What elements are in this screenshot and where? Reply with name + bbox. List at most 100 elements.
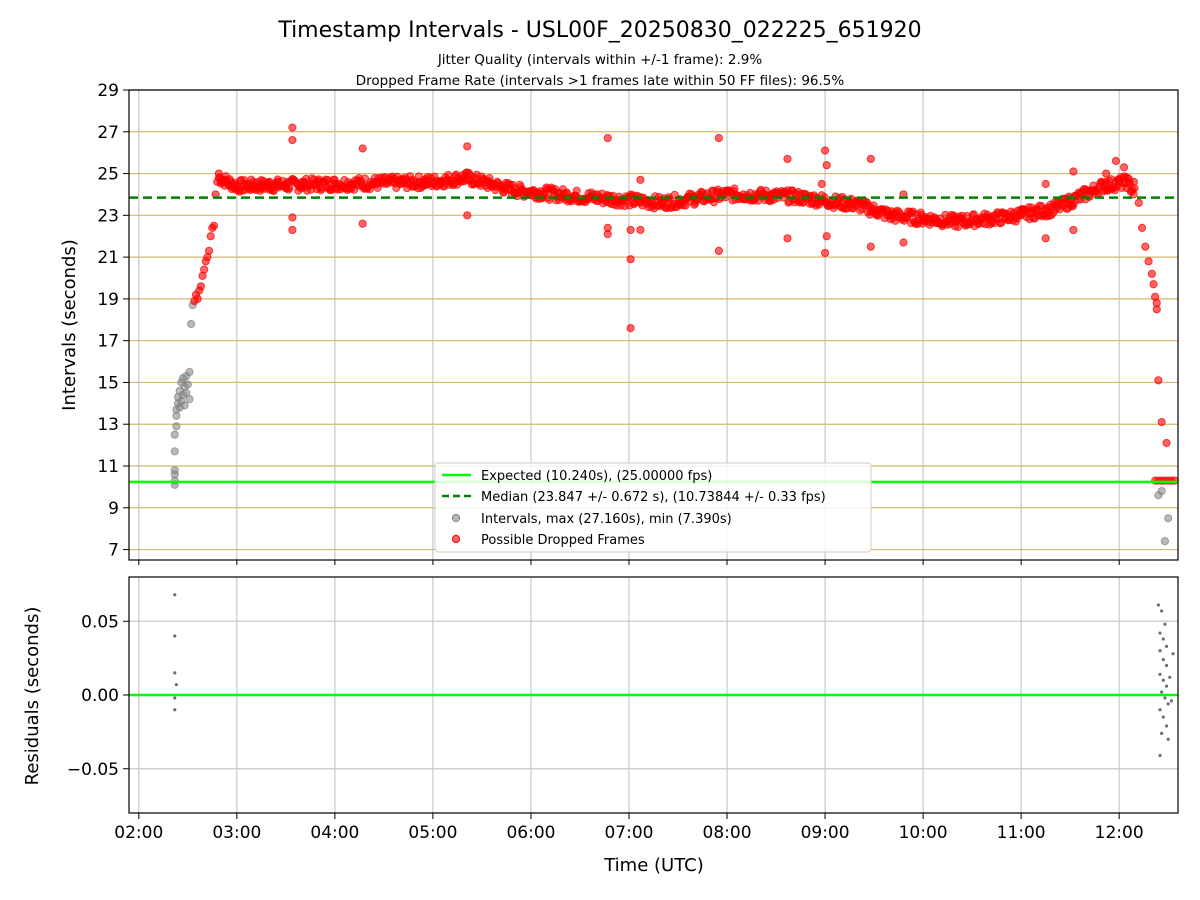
x-tick-label: 04:00 [310,823,359,843]
residual-point [1171,652,1175,656]
x-tick-label: 10:00 [899,823,948,843]
dropped-frame-point [984,213,993,222]
legend-intervals-label: Intervals, max (27.160s), min (7.390s) [481,512,732,527]
residual-point [1160,609,1164,613]
top-y-tick-label: 17 [97,332,119,352]
dropped-frame-point [347,179,356,189]
dropped-frame-point [866,154,875,164]
dropped-frame-point [330,179,339,189]
dropped-frame-point [919,215,928,224]
dropped-frame-point [1102,169,1111,178]
top-y-tick-label: 7 [108,541,119,561]
residual-point [1161,658,1165,662]
chart-subtitle-jitter: Jitter Quality (intervals within +/-1 fr… [437,52,763,68]
interval-point [1164,514,1173,523]
dropped-frame-point [1090,186,1099,195]
residual-point [1160,690,1164,694]
dropped-frame-point [1069,225,1078,235]
residual-point [1161,678,1165,682]
interval-point [182,388,191,397]
dropped-frame-point [1041,234,1050,243]
dropped-frame-point [463,142,472,151]
top-y-tick-label: 25 [97,165,119,185]
dropped-frame-point [288,213,297,222]
legend-dropped-swatch [451,534,461,544]
dropped-frame-point [1129,177,1138,187]
dropped-frame-point [626,324,635,333]
x-tick-label: 03:00 [212,823,261,843]
dropped-frame-point [626,255,635,264]
residual-point [1161,637,1165,641]
dropped-frame-point [288,123,297,132]
dropped-frame-point [273,177,282,187]
top-y-tick-label: 19 [97,290,119,310]
top-y-tick-label: 9 [108,499,119,519]
dropped-frame-point [783,234,792,243]
top-axes-frame [128,89,1179,561]
dropped-frame-point [396,179,405,189]
dropped-frame-point [783,154,792,164]
dropped-frame-point [822,232,831,241]
residual-point [1164,663,1169,668]
bottom-y-tick-label: 0.05 [81,612,119,632]
legend: Expected (10.240s), (25.00000 fps) Median… [434,462,872,553]
top-y-tick-label: 21 [97,248,119,268]
top-y-tick-label: 11 [97,457,119,477]
dropped-frame-point [420,177,429,187]
dropped-frame-point [196,282,205,291]
residual-point [1158,649,1162,653]
top-y-tick-label: 23 [97,206,119,226]
dropped-frame-point [822,161,831,170]
chart-subtitle-dropped: Dropped Frame Rate (intervals >1 frames … [356,73,845,89]
interval-point [1157,486,1166,496]
legend-dropped-label: Possible Dropped Frames [481,533,645,548]
x-tick-label: 05:00 [408,823,457,843]
x-tick-label: 02:00 [114,823,163,843]
dropped-frame-point [603,230,612,239]
dropped-frame-point [886,211,895,220]
dropped-frame-point [436,177,446,187]
dropped-frame-point [1144,257,1153,266]
dropped-frame-point [1141,242,1150,251]
dropped-frame-point [486,179,495,189]
residual-point [1163,622,1167,626]
dropped-frame-point [371,177,380,187]
dropped-frame-point [820,146,830,155]
residual-point [1164,644,1169,648]
chart-title: Timestamp Intervals - USL00F_20250830_02… [277,18,921,43]
residual-point [1161,715,1165,719]
dropped-frame-point [1069,167,1078,176]
bottom-y-axis-label: Residuals (seconds) [22,607,43,786]
residuals-panel: 02:00 03:00 04:00 05:00 06:00 07:00 08:00 09:00… [67,576,1179,843]
dropped-frame-point [257,179,266,189]
dropped-frame-point [249,177,258,187]
dropped-frame-point [845,198,854,207]
residual-point [1166,702,1170,706]
dropped-frame-point [714,133,723,143]
dropped-frame-point [1041,204,1050,214]
dropped-frame-point [866,242,875,251]
interval-point [183,380,192,389]
dropped-frame-point [1147,269,1156,278]
dropped-frame-point [358,219,367,228]
top-y-tick-label: 13 [97,415,119,435]
top-y-tick-label: 27 [97,123,119,143]
dropped-frame-point [1017,211,1026,220]
dropped-frame-point [636,175,645,184]
x-tick-label: 08:00 [703,823,752,843]
dropped-frame-point [240,179,250,189]
residual-point [173,593,177,597]
dropped-frame-point [193,294,202,303]
dropped-frame-point [1152,305,1161,314]
dropped-frame-point [358,144,367,153]
dropped-frame-point [209,221,219,230]
dropped-frame-point [1041,179,1050,189]
dropped-frame-point [214,169,223,178]
interval-point [170,466,179,475]
x-tick-label: 07:00 [604,823,653,843]
interval-point [185,395,194,404]
interval-point [170,430,179,439]
dropped-frame-point [265,177,274,187]
x-tick-label: 06:00 [506,823,555,843]
residual-point [1164,724,1169,728]
